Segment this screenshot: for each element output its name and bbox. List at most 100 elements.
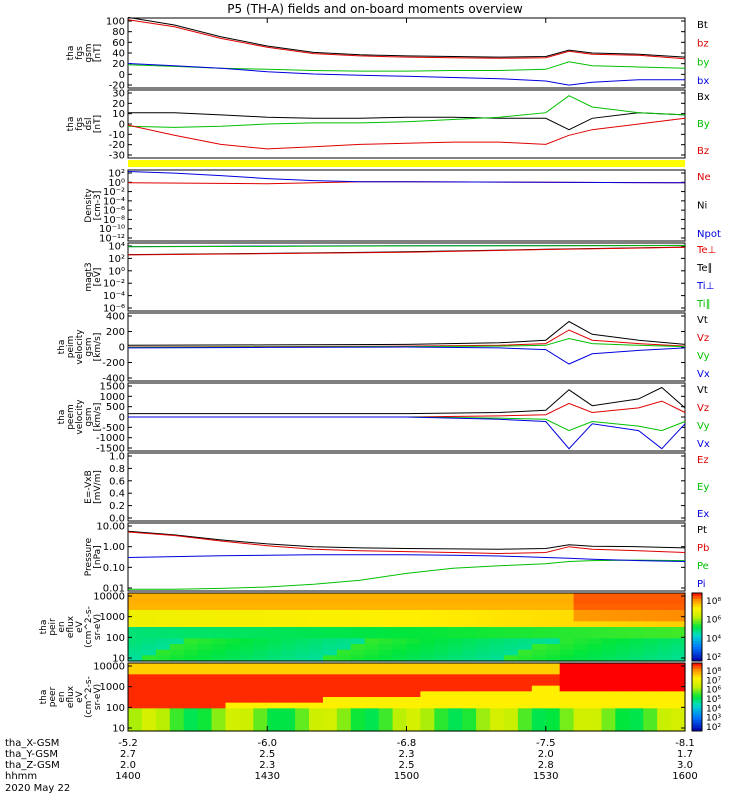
spectrogram-cell — [587, 621, 603, 628]
y-axis-label: dsl — [84, 118, 94, 131]
spectrogram-cell — [253, 655, 268, 662]
spectrogram-cell — [309, 714, 324, 721]
spectrogram-cell — [601, 638, 616, 645]
spectrogram-cell — [671, 674, 686, 681]
spectrogram-cell — [141, 719, 157, 726]
colorbar-cell — [692, 635, 702, 639]
legend-entry: Vx — [697, 439, 710, 450]
spectrogram-cell — [128, 598, 143, 605]
spectrogram-cell — [517, 598, 533, 605]
panel-frame — [127, 452, 686, 522]
spectrogram-cell — [364, 649, 380, 656]
x-tick-label: 1600 — [672, 771, 697, 782]
spectrogram-cell — [197, 725, 213, 732]
spectrogram-cell — [629, 610, 644, 617]
y-axis-label: en — [57, 621, 67, 632]
spectrogram-cell — [336, 708, 352, 715]
y-tick-label: 10⁰ — [108, 266, 125, 277]
spectrogram-cell — [336, 610, 352, 617]
spectrogram-cell — [128, 691, 143, 698]
spectrogram-cell — [295, 649, 310, 656]
spectrogram-cell — [183, 627, 199, 634]
colorbar-cell — [692, 649, 702, 653]
spectrogram-cell — [128, 621, 143, 628]
x-tick-label: 2.5 — [399, 760, 415, 771]
spectrogram-cell — [128, 697, 143, 704]
spectrogram-cell — [309, 708, 324, 715]
spectrogram-cell — [629, 621, 644, 628]
spectrogram-cell — [378, 649, 394, 656]
spectrogram-cell — [671, 691, 686, 698]
spectrogram-cell — [239, 691, 254, 698]
spectrogram-cell — [225, 615, 240, 622]
spectrogram-cell — [420, 697, 435, 704]
y-tick-label: 1000 — [100, 612, 125, 623]
spectrogram-cell — [490, 621, 505, 628]
spectrogram-cell — [225, 702, 240, 709]
spectrogram-cell — [406, 702, 422, 709]
spectrogram-cell — [169, 674, 185, 681]
spectrogram-cell — [267, 702, 282, 709]
spectrogram-cell — [239, 714, 254, 721]
colorbar-cell — [692, 665, 702, 670]
spectrogram-cell — [364, 610, 380, 617]
spectrogram-cell — [615, 719, 630, 726]
spectrogram-cell — [253, 610, 268, 617]
spectrogram-cell — [531, 719, 547, 726]
spectrogram-cell — [169, 668, 185, 675]
spectrogram-cell — [141, 668, 157, 675]
spectrogram-cell — [295, 598, 310, 605]
spectrogram-cell — [281, 702, 296, 709]
spectrogram-cell — [448, 674, 463, 681]
spectrogram-cell — [211, 649, 227, 656]
colorbar-frame — [691, 592, 703, 662]
spectrogram-cell — [434, 725, 449, 732]
spectrogram-cell — [545, 674, 561, 681]
spectrogram-cell — [128, 638, 143, 645]
spectrogram-cell — [545, 649, 561, 656]
spectrogram-cell — [587, 668, 603, 675]
spectrogram-cell — [197, 668, 213, 675]
spectrogram-cell — [657, 708, 672, 715]
spectrogram-cell — [364, 714, 380, 721]
spectrogram-cell — [587, 598, 603, 605]
spectrogram-cell — [531, 598, 547, 605]
spectrogram-cell — [128, 719, 143, 726]
spectrogram-cell — [448, 697, 463, 704]
spectrogram-cell — [336, 691, 352, 698]
spectrogram-cell — [211, 702, 227, 709]
spectrogram-cell — [350, 638, 366, 645]
colorbar-cell — [692, 632, 702, 636]
spectrogram-cell — [253, 725, 268, 732]
spectrogram-cell — [155, 725, 171, 732]
spectrogram-cell — [267, 719, 282, 726]
spectrogram-cell — [573, 680, 589, 687]
spectrogram-cell — [434, 638, 449, 645]
spectrogram-cell — [587, 708, 603, 715]
spectrogram-cell — [517, 708, 533, 715]
y-axis-label: peer — [48, 686, 58, 707]
spectrogram-cell — [476, 691, 491, 698]
x-row-label: hhmm — [5, 771, 37, 782]
spectrogram-cell — [253, 680, 268, 687]
spectrogram-cell — [225, 627, 240, 634]
y-tick-label: -200 — [102, 358, 125, 369]
spectrogram-cell — [267, 632, 282, 639]
spectrogram-cell — [336, 655, 352, 662]
spectrogram-cell — [587, 680, 603, 687]
y-tick-label: 1500 — [100, 382, 125, 393]
legend-entry: Pt — [697, 525, 707, 536]
spectrogram-cell — [141, 708, 157, 715]
series-line-Npot — [127, 171, 686, 184]
spectrogram-cell — [643, 649, 658, 656]
spectrogram-cell — [615, 725, 630, 732]
spectrogram-cell — [211, 644, 227, 651]
spectrogram-cell — [267, 604, 282, 611]
y-tick-label: 10⁻¹² — [99, 234, 125, 245]
spectrogram-cell — [462, 663, 477, 670]
spectrogram-cell — [155, 598, 171, 605]
spectrogram-cell — [643, 627, 658, 634]
spectrogram-cell — [531, 697, 547, 704]
spectrogram-cell — [225, 610, 240, 617]
spectrogram-cell — [657, 697, 672, 704]
